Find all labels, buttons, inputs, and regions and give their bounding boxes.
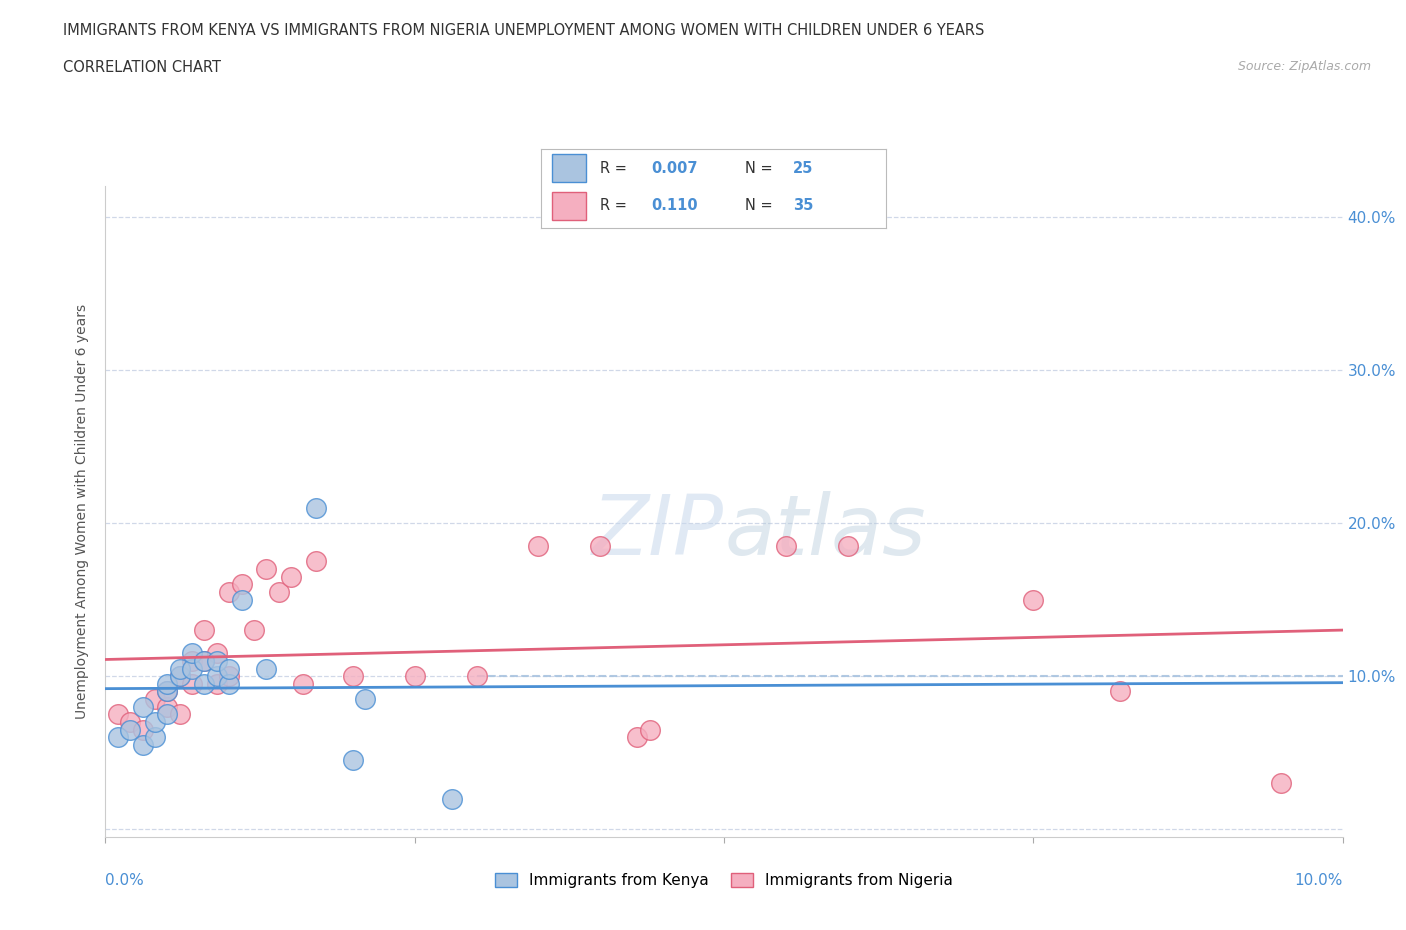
Point xyxy=(131,699,153,714)
Text: 25: 25 xyxy=(793,161,813,176)
Point xyxy=(218,661,240,676)
Y-axis label: Unemployment Among Women with Children Under 6 years: Unemployment Among Women with Children U… xyxy=(76,304,90,719)
Point xyxy=(169,661,191,676)
Text: R =: R = xyxy=(600,198,631,213)
Point xyxy=(254,562,277,577)
Text: CORRELATION CHART: CORRELATION CHART xyxy=(63,60,221,75)
Point xyxy=(305,554,328,569)
Text: 10.0%: 10.0% xyxy=(1295,872,1343,888)
Point xyxy=(837,538,859,553)
Point xyxy=(342,753,364,768)
Point xyxy=(205,654,228,669)
Point xyxy=(440,791,463,806)
Point xyxy=(1270,776,1292,790)
Point xyxy=(626,730,648,745)
Point xyxy=(193,654,215,669)
Point xyxy=(280,569,302,584)
Point xyxy=(169,669,191,684)
Point xyxy=(156,684,179,699)
Point xyxy=(181,654,204,669)
Point xyxy=(156,684,179,699)
Point xyxy=(169,707,191,722)
Point xyxy=(131,737,153,752)
Text: 0.007: 0.007 xyxy=(651,161,697,176)
Point xyxy=(1022,592,1045,607)
Text: N =: N = xyxy=(745,161,776,176)
Point xyxy=(107,707,129,722)
Point xyxy=(143,692,166,707)
Point xyxy=(169,669,191,684)
Point xyxy=(465,669,488,684)
Point xyxy=(527,538,550,553)
Point xyxy=(404,669,426,684)
Point xyxy=(181,661,204,676)
Point xyxy=(205,645,228,660)
Bar xyxy=(551,193,586,220)
Point xyxy=(193,676,215,691)
Point xyxy=(292,676,315,691)
Point xyxy=(218,676,240,691)
Point xyxy=(156,707,179,722)
Point xyxy=(131,723,153,737)
Point xyxy=(143,730,166,745)
Point xyxy=(181,676,204,691)
Point xyxy=(205,676,228,691)
Point xyxy=(120,723,142,737)
Point xyxy=(254,661,277,676)
Text: Source: ZipAtlas.com: Source: ZipAtlas.com xyxy=(1237,60,1371,73)
Point xyxy=(638,723,661,737)
Point xyxy=(193,623,215,638)
Point xyxy=(107,730,129,745)
Point xyxy=(267,584,290,599)
Point xyxy=(193,654,215,669)
Point xyxy=(589,538,612,553)
Text: 35: 35 xyxy=(793,198,813,213)
Text: R =: R = xyxy=(600,161,631,176)
Point xyxy=(156,676,179,691)
Point xyxy=(218,584,240,599)
Point xyxy=(354,692,377,707)
Point xyxy=(775,538,797,553)
Point xyxy=(205,669,228,684)
Bar xyxy=(551,154,586,182)
Point xyxy=(243,623,266,638)
Text: atlas: atlas xyxy=(724,490,925,572)
Point xyxy=(1109,684,1132,699)
Point xyxy=(305,500,328,515)
Text: N =: N = xyxy=(745,198,776,213)
Point xyxy=(156,699,179,714)
Text: IMMIGRANTS FROM KENYA VS IMMIGRANTS FROM NIGERIA UNEMPLOYMENT AMONG WOMEN WITH C: IMMIGRANTS FROM KENYA VS IMMIGRANTS FROM… xyxy=(63,23,984,38)
Point xyxy=(342,669,364,684)
Point xyxy=(218,669,240,684)
Text: 0.0%: 0.0% xyxy=(105,872,145,888)
Point xyxy=(231,592,253,607)
Text: ZIP: ZIP xyxy=(592,490,724,572)
Point xyxy=(231,577,253,591)
Text: 0.110: 0.110 xyxy=(651,198,699,213)
Point xyxy=(181,645,204,660)
Legend: Immigrants from Kenya, Immigrants from Nigeria: Immigrants from Kenya, Immigrants from N… xyxy=(489,867,959,895)
Point xyxy=(120,714,142,729)
Point xyxy=(143,714,166,729)
